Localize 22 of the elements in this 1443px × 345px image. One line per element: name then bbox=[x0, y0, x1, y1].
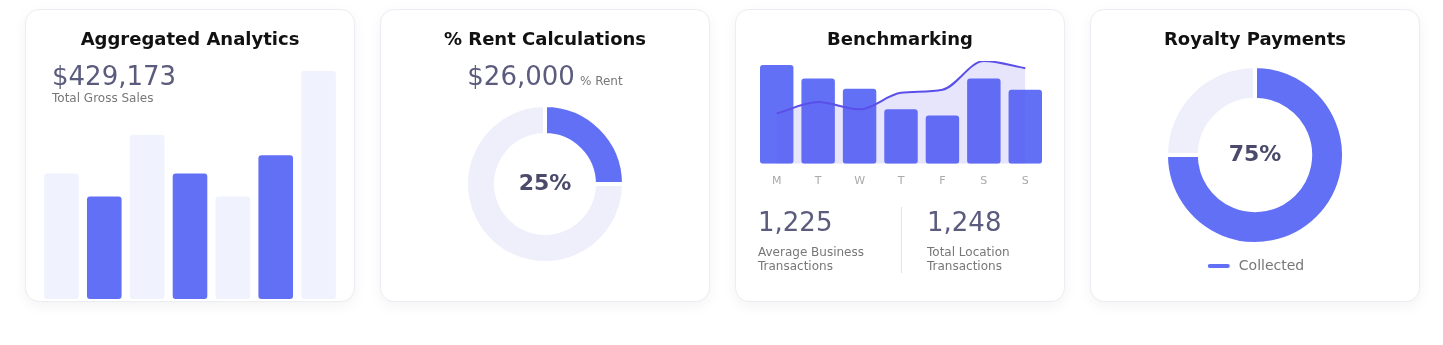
x-tick-label: F bbox=[939, 174, 946, 188]
text: Total Location Transactions bbox=[927, 245, 1010, 273]
text: 1,248 bbox=[927, 207, 1002, 237]
data-label: 25% bbox=[518, 169, 572, 195]
chart-title: Aggregated Analytics bbox=[80, 28, 300, 49]
chart-title: % Rent Calculations bbox=[443, 28, 647, 49]
x-tick-label: T bbox=[813, 174, 822, 188]
annotation: $429,173 bbox=[52, 61, 177, 91]
chart-title: Royalty Payments bbox=[1163, 28, 1346, 49]
x-tick-label: M bbox=[771, 174, 782, 188]
text: $26,000 bbox=[467, 61, 575, 91]
x-tick-label: T bbox=[896, 174, 905, 188]
annotation: Total Gross Sales bbox=[52, 91, 154, 105]
text: % Rent bbox=[579, 74, 623, 88]
text: 1,225 bbox=[758, 207, 833, 237]
x-tick-label: S bbox=[980, 174, 988, 188]
chart-title: Benchmarking bbox=[827, 28, 973, 49]
text: Average Business Transactions bbox=[758, 245, 865, 273]
legend-label: Collected bbox=[1238, 256, 1305, 273]
x-tick-label: W bbox=[854, 174, 866, 188]
data-label: 75% bbox=[1228, 140, 1282, 166]
x-tick-label: S bbox=[1021, 174, 1029, 188]
